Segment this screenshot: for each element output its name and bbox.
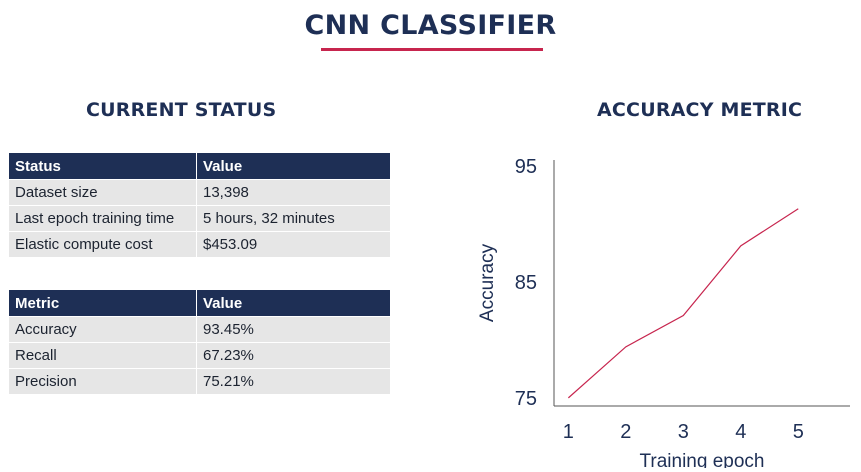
current-status-heading: CURRENT STATUS [86,99,277,121]
status-value-cell: $453.09 [197,232,390,257]
value-column-header: Value [197,153,390,179]
page-title: CNN CLASSIFIER [304,10,557,41]
status-value-cell: 5 hours, 32 minutes [197,206,390,231]
x-tick-label: 3 [678,421,689,443]
y-tick-label: 85 [515,272,537,294]
metric-value-cell: 67.23% [197,343,390,368]
accuracy-line-chart: 75 85 95 1 2 3 4 5 Training epoch Accuracy [477,156,850,468]
accuracy-metric-heading: ACCURACY METRIC [597,99,803,121]
metric-label-cell: Precision [9,369,197,394]
x-tick-label: 2 [620,421,631,443]
x-tick-label: 5 [793,421,804,443]
chart-series [567,208,799,399]
status-label-cell: Last epoch training time [9,206,197,231]
status-table: Status Value Dataset size 13,398 Last ep… [9,152,390,258]
x-tick-label: 4 [735,421,746,443]
status-label-cell: Elastic compute cost [9,232,197,257]
y-tick-label: 75 [515,388,537,410]
table-row: Dataset size 13,398 [9,180,390,205]
table-row: Elastic compute cost $453.09 [9,232,390,257]
status-table-header-row: Status Value [9,153,390,179]
table-row: Recall 67.23% [9,343,390,368]
chart-axes [553,160,850,407]
y-axis-title: Accuracy [477,243,498,322]
metric-value-cell: 75.21% [197,369,390,394]
accuracy-series-line [567,208,799,399]
table-row: Accuracy 93.45% [9,317,390,342]
y-tick-label: 95 [515,156,537,178]
chart-tick-labels: 75 85 95 1 2 3 4 5 [515,156,804,443]
metric-label-cell: Recall [9,343,197,368]
x-tick-label: 1 [563,421,574,443]
metric-table: Metric Value Accuracy 93.45% Recall 67.2… [9,289,390,395]
metric-table-header-row: Metric Value [9,290,390,316]
metric-label-cell: Accuracy [9,317,197,342]
table-row: Last epoch training time 5 hours, 32 min… [9,206,390,231]
table-row: Precision 75.21% [9,369,390,394]
status-label-cell: Dataset size [9,180,197,205]
value-column-header: Value [197,290,390,316]
status-column-header: Status [9,153,197,179]
x-axis-title: Training epoch [640,451,765,468]
title-underline [321,48,543,51]
metric-column-header: Metric [9,290,197,316]
status-value-cell: 13,398 [197,180,390,205]
metric-value-cell: 93.45% [197,317,390,342]
